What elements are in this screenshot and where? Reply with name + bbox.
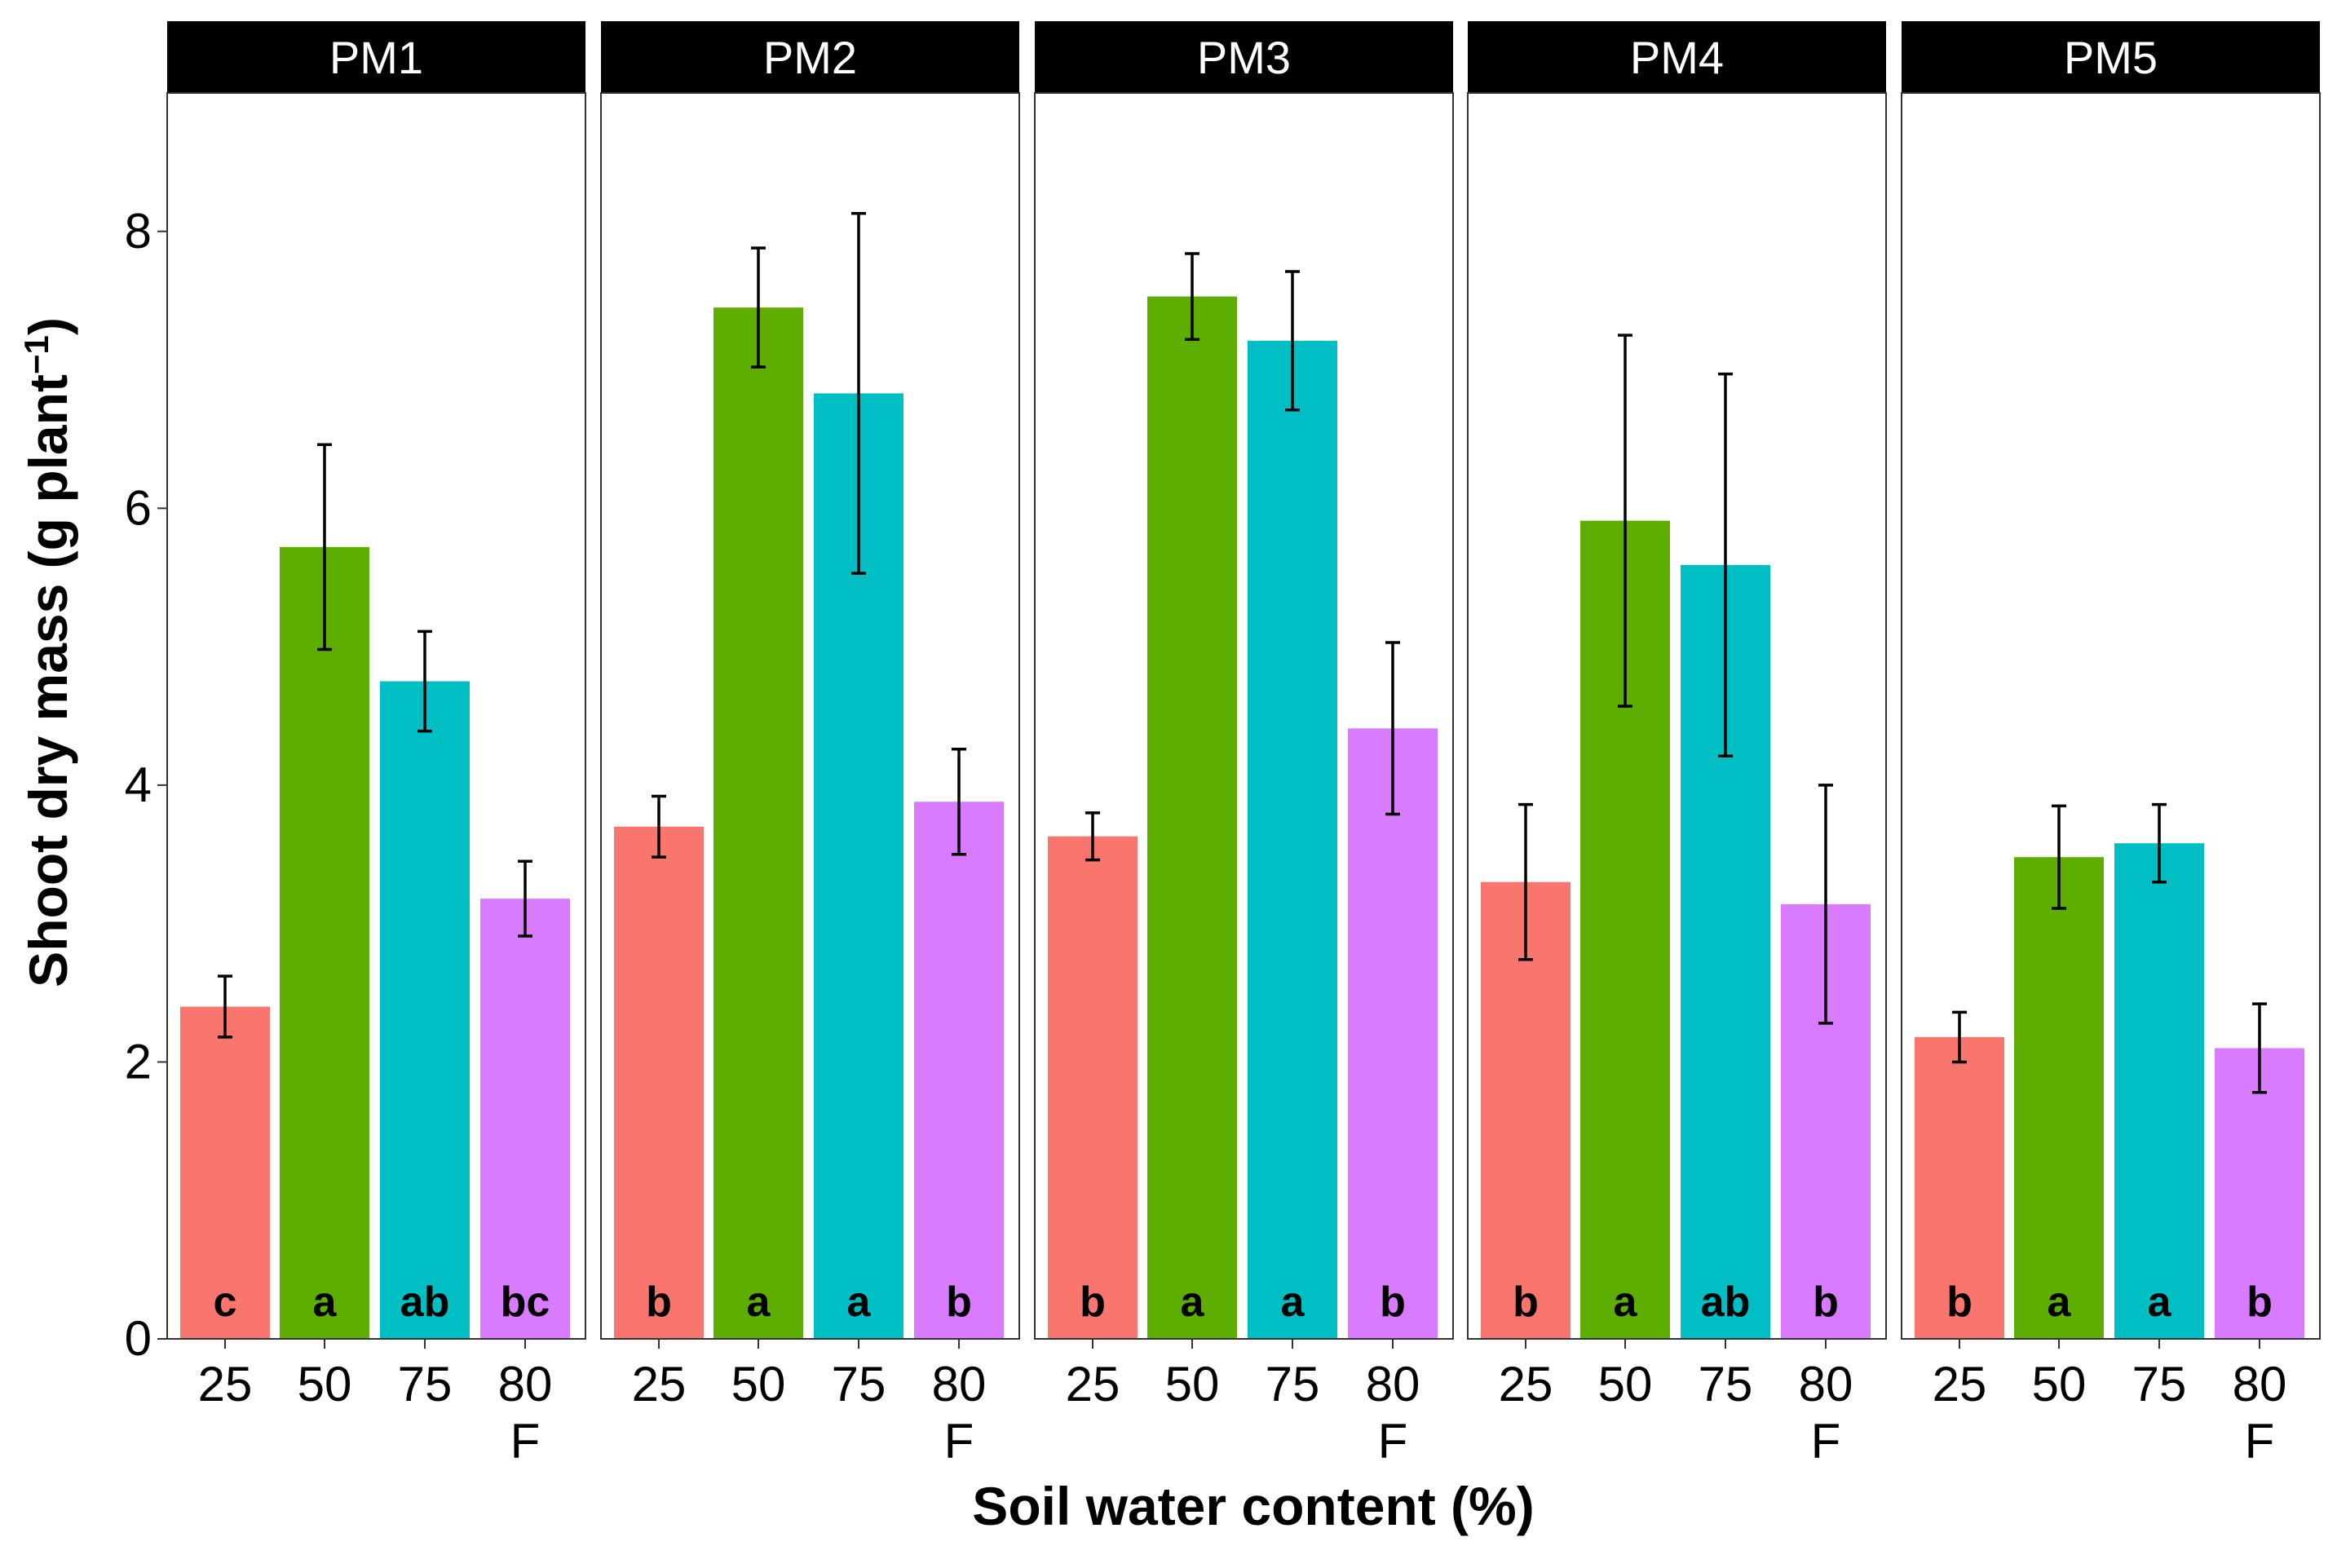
x-tick-label: 25 <box>1933 1357 1987 1411</box>
facet-panels: PM1c25a50ab75bc80FPM2b25a50a75b80FPM3b25… <box>166 21 2321 1469</box>
significance-letter: a <box>2048 1279 2072 1326</box>
y-tick-label: 4 <box>125 757 152 812</box>
x-tick-label-line2: F <box>944 1414 974 1469</box>
panel-border <box>1034 92 1454 1340</box>
y-tick-label: 8 <box>125 204 152 258</box>
x-tick-label-line2: F <box>1811 1414 1841 1469</box>
x-tick-label: 25 <box>198 1357 253 1411</box>
significance-letter: a <box>1614 1279 1638 1326</box>
bar <box>2215 1048 2304 1339</box>
facet-strip <box>601 21 1019 93</box>
y-axis: 0 2 4 6 8 <box>125 204 167 1366</box>
facet-strip-label: PM4 <box>1630 32 1724 83</box>
significance-letter: bc <box>501 1279 550 1326</box>
x-tick-label: 50 <box>2032 1357 2087 1411</box>
x-tick-label: 75 <box>398 1357 453 1411</box>
bar <box>2014 857 2104 1339</box>
x-tick-label: 50 <box>1598 1357 1653 1411</box>
bar <box>1248 340 1337 1339</box>
bar <box>480 899 570 1339</box>
facet-strip <box>1035 21 1453 93</box>
significance-letter: b <box>1946 1279 1973 1326</box>
x-tick-label: 75 <box>2132 1357 2187 1411</box>
significance-letter: b <box>1380 1279 1406 1326</box>
facet-panel-pm1: PM1 c 25 a 50 ab 75 bc 80F <box>166 21 586 1469</box>
y-axis-title-end: ) <box>18 317 78 335</box>
bar <box>1048 836 1138 1339</box>
significance-letter: b <box>2246 1279 2273 1326</box>
bar <box>2114 843 2204 1339</box>
x-tick-label-line2: F <box>510 1414 541 1469</box>
significance-letter: a <box>1181 1279 1205 1326</box>
x-tick-label: 75 <box>832 1357 886 1411</box>
x-tick-label: 25 <box>1066 1357 1120 1411</box>
x-tick-label: 80 <box>932 1357 987 1411</box>
x-tick-label-line2: F <box>1378 1414 1408 1469</box>
facet-strip-label: PM3 <box>1197 32 1291 83</box>
significance-letter: a <box>313 1279 338 1326</box>
facet-strip <box>1902 21 2320 93</box>
facet-panel-pm5: PM5 b 25 a 50 a 75 b 80F <box>1901 21 2321 1469</box>
significance-letter: b <box>946 1279 972 1326</box>
facet-strip-label: PM2 <box>763 32 857 83</box>
facet-strip-label: PM5 <box>2064 32 2158 83</box>
x-tick-label: 80 <box>498 1357 553 1411</box>
bar <box>180 1006 270 1339</box>
significance-letter: b <box>1080 1279 1106 1326</box>
y-tick-label: 0 <box>125 1311 152 1366</box>
x-tick-label: 25 <box>632 1357 687 1411</box>
bar <box>1147 296 1237 1339</box>
significance-letter: a <box>1281 1279 1305 1326</box>
bar <box>1348 728 1438 1339</box>
significance-letter: b <box>1513 1279 1539 1326</box>
significance-letter: ab <box>1701 1279 1751 1326</box>
y-tick-label: 6 <box>125 480 152 535</box>
bar <box>280 546 369 1339</box>
x-tick-label: 75 <box>1699 1357 1753 1411</box>
facet-strip <box>167 21 585 93</box>
x-axis-title: Soil water content (%) <box>972 1476 1534 1536</box>
x-tick-label: 50 <box>298 1357 352 1411</box>
y-axis-title: Shoot dry mass (g plant−1) <box>17 317 79 987</box>
y-axis-title-superscript: −1 <box>17 335 55 374</box>
panel-border <box>166 92 586 1340</box>
x-tick-label: 50 <box>731 1357 786 1411</box>
y-axis-title-main: Shoot dry mass (g plant <box>18 374 78 987</box>
panel-border <box>600 92 1020 1340</box>
significance-letter: b <box>646 1279 672 1326</box>
significance-letter: ab <box>400 1279 450 1326</box>
significance-letter: a <box>2148 1279 2172 1326</box>
panel-border <box>1901 92 2321 1340</box>
bar <box>380 681 470 1339</box>
facet-panel-pm4: PM4 b 25 a 50 ab 75 b 80F <box>1467 21 1887 1469</box>
facet-strip <box>1468 21 1886 93</box>
significance-letter: a <box>847 1279 872 1326</box>
x-tick-label-line2: F <box>2245 1414 2275 1469</box>
x-tick-label: 75 <box>1266 1357 1320 1411</box>
x-tick-label: 80 <box>1799 1357 1853 1411</box>
facet-panel-pm3: PM3 b 25 a 50 a 75 b 80F <box>1034 21 1454 1469</box>
facet-strip-label: PM1 <box>329 32 423 83</box>
x-tick-label: 80 <box>1366 1357 1420 1411</box>
significance-letter: b <box>1813 1279 1839 1326</box>
bar <box>614 826 704 1339</box>
bar <box>914 802 1004 1339</box>
x-tick-label: 50 <box>1165 1357 1220 1411</box>
x-tick-label: 25 <box>1499 1357 1553 1411</box>
panel-border <box>1467 92 1887 1340</box>
bar <box>713 307 803 1340</box>
significance-letter: a <box>747 1279 771 1326</box>
bar <box>1915 1036 2004 1339</box>
x-tick-label: 80 <box>2233 1357 2287 1411</box>
y-tick-label: 2 <box>125 1034 152 1089</box>
facet-panel-pm2: PM2 b 25 a 50 a 75 b 80F <box>600 21 1020 1469</box>
significance-letter: c <box>214 1279 237 1326</box>
